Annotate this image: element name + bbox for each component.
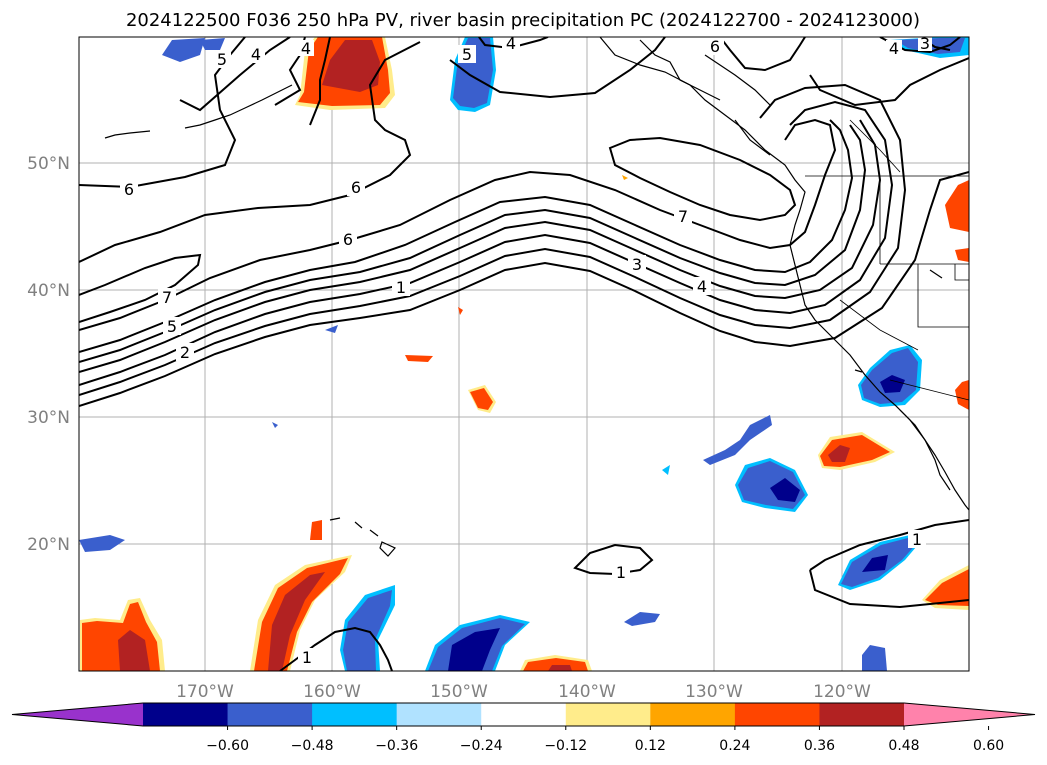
pv-contour-label-group: 6 6 6 6 7 7 5 5 4 4 4 4 3 2 xyxy=(120,34,932,667)
colorbar-segment xyxy=(312,703,398,726)
gridlines xyxy=(79,37,969,671)
colorbar-tick-label: −0.24 xyxy=(460,738,503,754)
colorbar-tick-label: 0.24 xyxy=(719,738,750,754)
colorbar-segment xyxy=(734,703,820,726)
longitude-labels: 170°W 160°W 150°W 140°W 130°W 120°W xyxy=(176,682,871,702)
map-frame xyxy=(78,36,970,672)
lat-label-40n: 40°N xyxy=(27,281,70,301)
colorbar-tick-label: 0.48 xyxy=(888,738,919,754)
pv-contour-label: 4 xyxy=(889,39,899,58)
colorbar-tick-label: −0.12 xyxy=(544,738,587,754)
colorbar-tick-label: −0.60 xyxy=(206,738,249,754)
colorbar-tick-label: 0.60 xyxy=(973,738,1004,754)
pv-contour-label: 1 xyxy=(912,530,922,549)
colorbar-segment xyxy=(143,703,229,726)
pv-contour-label: 7 xyxy=(678,207,688,226)
pv-contour-label: 3 xyxy=(632,255,642,274)
pv-contour-label: 6 xyxy=(343,230,353,249)
pv-contour-label: 4 xyxy=(697,277,707,296)
colorbar-segment xyxy=(565,703,651,726)
pv-contour-label: 1 xyxy=(396,278,406,297)
pv-contour-label: 6 xyxy=(124,180,134,199)
pv-contour-label: 5 xyxy=(462,45,472,64)
pv-contour-label: 7 xyxy=(162,288,172,307)
map-frame-background xyxy=(79,37,969,671)
colorbar-tick-label: −0.36 xyxy=(375,738,418,754)
colorbar-tick-label: 0.12 xyxy=(635,738,666,754)
political-borders xyxy=(805,119,969,401)
pv-contour-label: 4 xyxy=(301,39,311,58)
pv-contour-label: 4 xyxy=(506,34,516,53)
colorbar-segment xyxy=(481,703,567,726)
lat-label-30n: 30°N xyxy=(27,408,70,428)
lon-label-140w: 140°W xyxy=(558,682,616,702)
map-title: 2024122500 F036 250 hPa PV, river basin … xyxy=(126,10,920,31)
colorbar-over-triangle xyxy=(904,703,1035,726)
lon-label-170w: 170°W xyxy=(176,682,234,702)
pv-contour-label: 1 xyxy=(616,563,626,582)
pv-contour-label: 3 xyxy=(920,34,930,53)
pv-contour-label: 5 xyxy=(167,317,177,336)
lon-label-160w: 160°W xyxy=(303,682,361,702)
lat-label-50n: 50°N xyxy=(27,154,70,174)
colorbar-segment xyxy=(227,703,313,726)
pv-contour-label: 6 xyxy=(710,37,720,56)
pv-contours xyxy=(79,37,969,671)
colorbar-segment xyxy=(396,703,482,726)
lat-label-20n: 20°N xyxy=(27,535,70,555)
colorbar-segment xyxy=(650,703,736,726)
lon-label-150w: 150°W xyxy=(430,682,488,702)
colorbar-tick-label: 0.36 xyxy=(804,738,835,754)
colorbar-tick-label: −0.48 xyxy=(291,738,334,754)
lon-label-120w: 120°W xyxy=(813,682,871,702)
pv-contour-label: 5 xyxy=(217,50,227,69)
lon-label-130w: 130°W xyxy=(685,682,743,702)
colorbar-segment xyxy=(819,703,905,726)
pv-contour-label: 1 xyxy=(302,648,312,667)
pv-contour-label: 4 xyxy=(251,45,261,64)
pv-contour-label: 6 xyxy=(351,178,361,197)
colorbar-under-triangle xyxy=(12,703,143,726)
pv-contour-label: 2 xyxy=(180,343,190,362)
colorbar-outline xyxy=(11,702,1036,727)
colorbar: −0.60 −0.48 −0.36 −0.24 −0.12 0.12 0.24 0.36 0.4… xyxy=(11,702,1036,754)
latitude-labels: 50°N 40°N 30°N 20°N xyxy=(27,154,70,555)
